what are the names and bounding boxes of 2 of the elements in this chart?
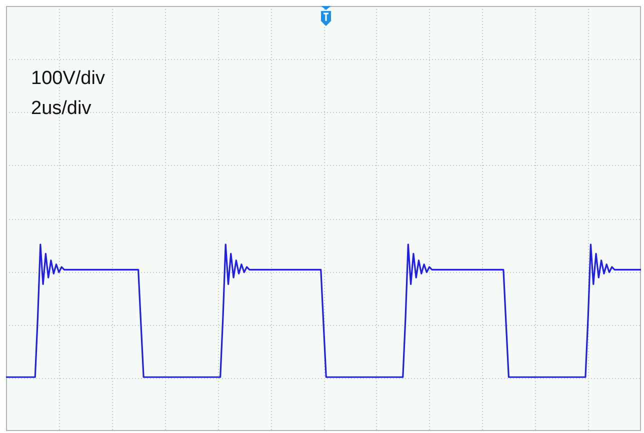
text: 100V/div <box>31 68 106 89</box>
text: 2us/div <box>31 98 92 119</box>
